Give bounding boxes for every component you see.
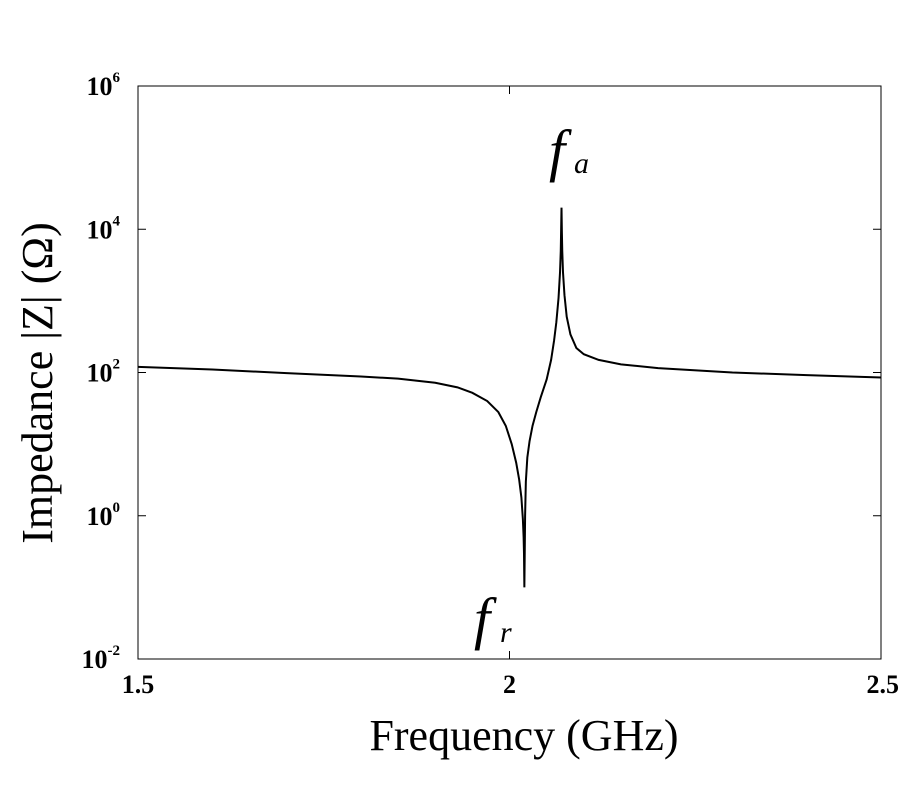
x-tick-label: 1.5: [122, 670, 155, 699]
annotation-fa: f a: [549, 118, 589, 183]
y-tick-label: 10-2: [82, 643, 121, 674]
x-tick-label: 2.5: [867, 670, 900, 699]
y-tick-label: 102: [87, 357, 121, 388]
y-tick-label: 106: [87, 70, 121, 101]
annotation-fr: f r: [474, 586, 512, 651]
svg-text:f: f: [474, 586, 497, 651]
y-tick-label: 100: [87, 500, 121, 531]
svg-text:f: f: [549, 118, 572, 183]
y-tick-label: 104: [87, 213, 121, 244]
impedance-series-line: [137, 207, 882, 588]
svg-text:a: a: [574, 147, 589, 180]
svg-text:r: r: [500, 616, 512, 649]
x-tick-label: 2: [503, 670, 516, 699]
plot-frame: [137, 85, 882, 660]
x-axis-title: Frequency (GHz): [369, 711, 678, 760]
y-axis-title: Impedance |Z| (Ω): [13, 222, 62, 544]
